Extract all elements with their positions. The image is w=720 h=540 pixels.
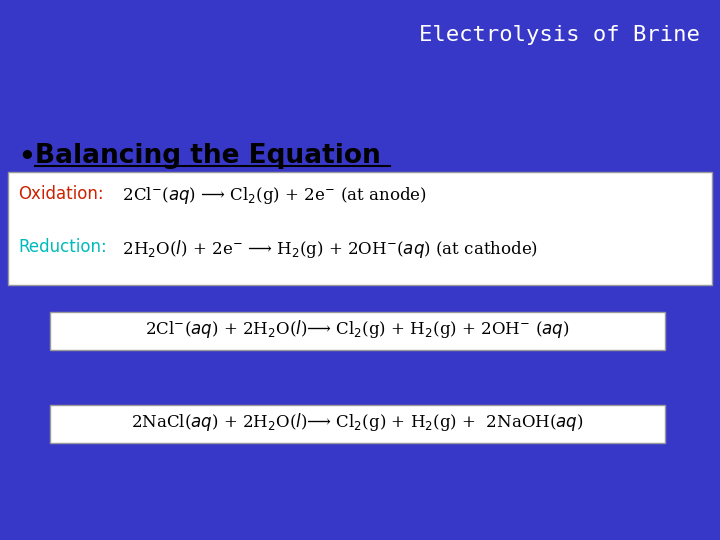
- Text: 2H$_{2}$O($l$) + 2e$^{-}$ ⟶ H$_{2}$(g) + 2OH$^{-}$($aq$) (at cathode): 2H$_{2}$O($l$) + 2e$^{-}$ ⟶ H$_{2}$(g) +…: [112, 238, 538, 260]
- FancyBboxPatch shape: [8, 172, 712, 285]
- Text: 2Cl$^{-}$($aq$) ⟶ Cl$_{2}$(g) + 2e$^{-}$ (at anode): 2Cl$^{-}$($aq$) ⟶ Cl$_{2}$(g) + 2e$^{-}$…: [112, 185, 427, 206]
- FancyBboxPatch shape: [50, 405, 665, 443]
- Text: Electrolysis of Brine: Electrolysis of Brine: [419, 25, 700, 45]
- FancyBboxPatch shape: [50, 312, 665, 350]
- Text: 2Cl$^{-}$($aq$) + 2H$_{2}$O($l$)⟶ Cl$_{2}$(g) + H$_{2}$(g) + 2OH$^{-}$ ($aq$): 2Cl$^{-}$($aq$) + 2H$_{2}$O($l$)⟶ Cl$_{2…: [145, 318, 570, 340]
- Text: •: •: [18, 145, 35, 171]
- Text: Reduction:: Reduction:: [18, 238, 107, 256]
- Text: Balancing the Equation: Balancing the Equation: [35, 143, 381, 169]
- Text: 2NaCl($aq$) + 2H$_{2}$O($l$)⟶ Cl$_{2}$(g) + H$_{2}$(g) +  2NaOH($aq$): 2NaCl($aq$) + 2H$_{2}$O($l$)⟶ Cl$_{2}$(g…: [131, 411, 584, 433]
- Text: Oxidation:: Oxidation:: [18, 185, 104, 203]
